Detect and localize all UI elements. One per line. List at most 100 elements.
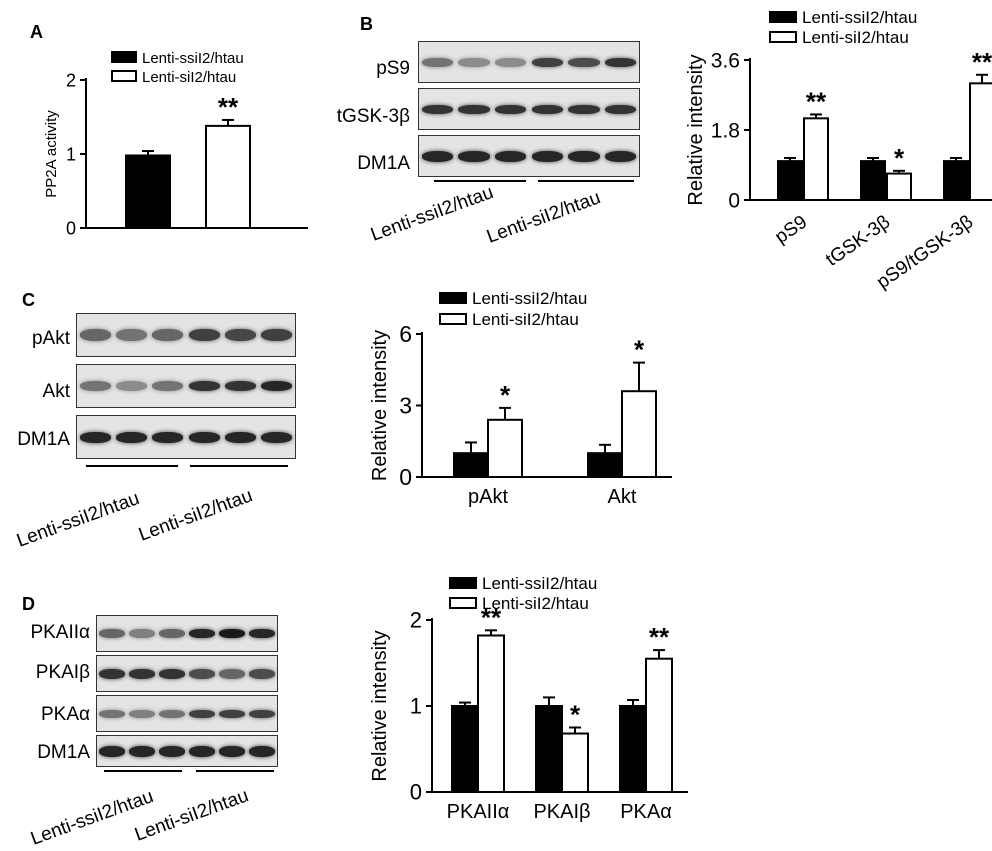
significance-marker: *: [894, 143, 905, 173]
x-tick-label: PKAIβ: [533, 801, 590, 823]
y-axis-label: Relative intensity: [685, 54, 707, 205]
blot-band: [494, 150, 527, 162]
x-tick-label: pAkt: [468, 486, 508, 508]
significance-marker: **: [972, 47, 992, 77]
significance-marker: **: [218, 92, 239, 122]
legend-label: Lenti-ssiI2/htau: [472, 289, 587, 308]
blot-label-pkaa: PKAα: [40, 704, 90, 725]
group-line-treated-c: [190, 465, 288, 467]
blot-band: [129, 745, 155, 757]
blot-band: [99, 629, 125, 638]
legend-swatch: [769, 31, 797, 43]
blot-band: [421, 57, 454, 67]
panel-letter-c: C: [22, 290, 35, 310]
legend-label: Lenti-siI2/htau: [802, 28, 909, 47]
group-line-control-b: [434, 180, 526, 182]
blot-band: [152, 381, 184, 391]
legend-swatch: [111, 51, 137, 63]
blot-band: [115, 381, 148, 391]
blot-band: [219, 709, 245, 718]
legend-label: Lenti-siI2/htau: [472, 310, 579, 329]
group-line-treated-d: [196, 770, 274, 772]
y-tick-label: 3: [399, 393, 412, 419]
blot-band: [115, 329, 148, 341]
blot-tgsk3b: [418, 88, 640, 130]
y-tick-label: 0: [728, 189, 740, 212]
bar: [645, 657, 673, 794]
y-axis-label: Relative intensity: [369, 630, 391, 781]
bar: [205, 124, 251, 229]
bar: [535, 705, 563, 793]
blot-band: [129, 668, 155, 679]
blot-band: [189, 709, 215, 718]
bar: [561, 732, 589, 794]
y-tick-label: 1: [410, 694, 422, 719]
x-tick-label: tGSK-3β: [822, 212, 894, 271]
blot-band: [188, 431, 220, 443]
blot-band: [249, 709, 275, 718]
blot-band: [152, 431, 184, 443]
bar: [587, 452, 623, 478]
y-tick-label: 0: [66, 218, 76, 238]
y-tick-label: 0: [399, 464, 412, 490]
blot-band: [159, 745, 185, 757]
significance-marker: *: [570, 700, 581, 730]
blot-band: [219, 745, 245, 757]
blot-band: [531, 150, 564, 162]
blot-band: [224, 431, 257, 443]
legend-swatch: [769, 11, 797, 23]
blot-pkaa: [96, 695, 278, 732]
y-tick-label: 6: [399, 321, 412, 347]
bar: [125, 154, 171, 229]
blot-band: [79, 329, 111, 341]
bar: [943, 160, 969, 202]
blot-band: [189, 629, 215, 638]
blot-label-pakt: pAkt: [31, 328, 70, 349]
blot-band: [129, 709, 155, 718]
group-line-treated-b: [538, 180, 634, 182]
blot-band: [494, 57, 527, 67]
bar: [969, 82, 992, 201]
bar: [487, 418, 523, 478]
blot-pakt: [76, 313, 296, 357]
panel-letter-b: B: [360, 14, 373, 34]
blot-band: [219, 629, 245, 638]
bar: [451, 705, 479, 793]
bar: [777, 160, 803, 202]
bar: [477, 634, 505, 793]
blot-akt: [76, 364, 296, 408]
y-tick-label: 0: [410, 780, 422, 805]
blot-band: [261, 329, 293, 341]
blot-band: [249, 745, 275, 757]
blot-band: [604, 57, 637, 67]
blot-label-akt: Akt: [42, 381, 70, 402]
legend-label: Lenti-ssiI2/htau: [142, 50, 244, 67]
blot-band: [458, 57, 490, 67]
blot-band: [494, 104, 527, 114]
blot-label-pkaiia: PKAIIα: [30, 622, 90, 643]
blot-band: [261, 381, 293, 391]
blot-band: [568, 57, 600, 67]
blot-label-ps9: pS9: [376, 58, 410, 79]
blot-dm1a-b: [418, 135, 640, 177]
blot-band: [189, 745, 215, 757]
blot-band: [159, 709, 185, 718]
legend-label: Lenti-ssiI2/htau: [482, 574, 597, 593]
blot-band: [604, 150, 637, 162]
blot-band: [79, 431, 111, 443]
blot-band: [568, 150, 600, 162]
blot-band: [421, 150, 454, 162]
significance-marker: *: [634, 335, 645, 365]
bar: [619, 705, 647, 793]
blot-label-tgsk3b: tGSK-3β: [336, 106, 410, 127]
bar: [453, 452, 489, 478]
legend-swatch: [449, 597, 477, 609]
significance-marker: **: [649, 622, 670, 652]
blot-band: [531, 57, 564, 67]
blot-band: [421, 104, 454, 114]
blot-pkaib: [96, 655, 278, 692]
panel-letter-a: A: [30, 22, 43, 42]
blot-band: [99, 668, 125, 679]
bar: [621, 390, 657, 479]
